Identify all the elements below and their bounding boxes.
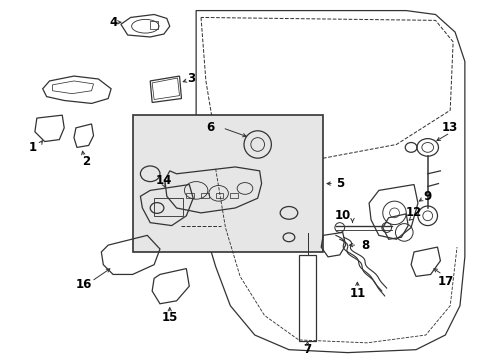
Text: 3: 3 (187, 72, 195, 85)
Text: 6: 6 (206, 121, 214, 134)
Bar (154, 198, 183, 216)
Bar (230, 193, 238, 198)
Bar (215, 193, 223, 198)
Text: 16: 16 (76, 278, 92, 291)
Text: 2: 2 (82, 154, 91, 168)
Text: 14: 14 (155, 174, 172, 187)
Bar (201, 193, 208, 198)
Text: 4: 4 (109, 16, 117, 29)
Text: 8: 8 (360, 239, 368, 252)
Text: 12: 12 (405, 206, 421, 219)
Text: 5: 5 (335, 177, 343, 190)
Text: 11: 11 (348, 288, 365, 301)
Text: 17: 17 (436, 275, 452, 288)
Bar (132, 115, 323, 252)
Text: 10: 10 (334, 209, 350, 222)
Text: 1: 1 (29, 141, 37, 154)
Text: 15: 15 (161, 311, 178, 324)
Text: 7: 7 (303, 343, 311, 356)
Bar (186, 193, 194, 198)
Bar (150, 21, 158, 29)
Text: 9: 9 (423, 190, 431, 203)
Text: 13: 13 (441, 121, 457, 134)
Bar (298, 255, 316, 341)
